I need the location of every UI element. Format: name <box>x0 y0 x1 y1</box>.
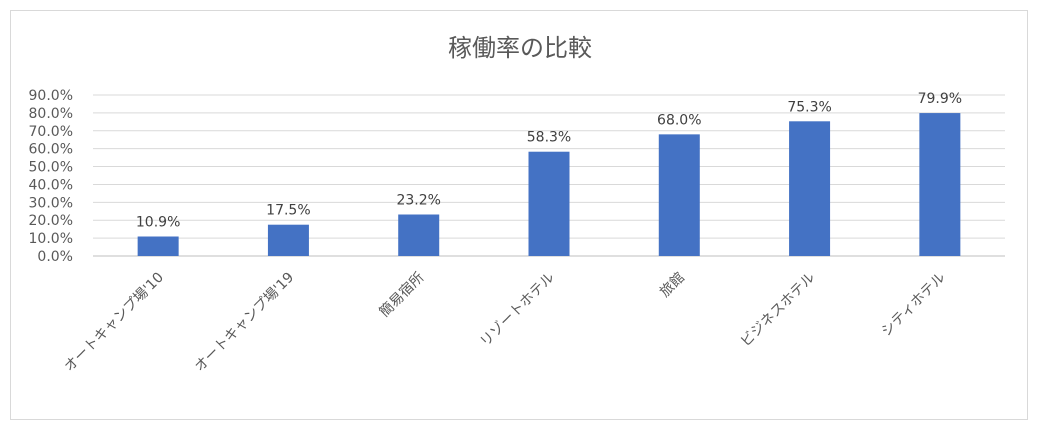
bar-chart: 稼働率の比較 0.0% 10.0% 20.0% 30.0% 40.0%50.0% 60.0… <box>29 34 1005 375</box>
chart-area: 稼働率の比較 0.0% 10.0% 20.0% 30.0% 40.0% 50.0% 60.0… <box>10 10 1028 420</box>
bar <box>398 214 440 256</box>
category-label: リゾートホテル <box>477 270 558 351</box>
category-label: 簡易宿所 <box>376 269 428 321</box>
y-tick-label: 50.0% <box>29 160 73 176</box>
data-label: 23.2% <box>396 192 440 208</box>
category-label: ビジネスホテル <box>738 270 819 351</box>
category-label: オートキャンプ場'19 <box>192 270 298 376</box>
y-tick-label: 0.0% <box>37 249 73 265</box>
y-tick-label: 20.0% <box>29 213 73 229</box>
data-label: 17.5% <box>266 203 310 219</box>
y-tick-label: 40.0% <box>29 177 73 193</box>
y-tick-label: 80.0% <box>29 106 73 122</box>
category-label: オートキャンプ場'10 <box>61 270 167 376</box>
y-tick-label: 60.0% <box>29 142 73 158</box>
data-label: 58.3% <box>527 130 571 146</box>
y-tick-label: 70.0% <box>29 124 73 140</box>
chart-title: 稼働率の比較 <box>448 34 592 62</box>
bar <box>919 113 961 256</box>
data-labels: 10.9% 17.5% 23.2% 58.3% 68.0% 75.3% 79.9% <box>136 91 962 230</box>
data-label: 68.0% <box>657 112 701 128</box>
y-tick-label: 30.0% <box>29 195 73 211</box>
x-axis-categories: オートキャンプ場'10 オートキャンプ場'19 簡易宿所 リゾートホテル 旅館 ビジネスホ… <box>61 269 948 375</box>
bar <box>137 236 179 256</box>
data-label: 79.9% <box>918 91 962 107</box>
bar <box>658 134 700 256</box>
category-label: シティホテル <box>879 270 949 340</box>
bar <box>267 224 309 256</box>
category-label: 旅館 <box>656 269 688 301</box>
bar <box>789 121 831 257</box>
data-label: 75.3% <box>787 99 831 115</box>
bar <box>528 151 570 256</box>
y-tick-label: 90.0% <box>29 88 73 104</box>
y-axis-ticks: 0.0% 10.0% 20.0% 30.0% 40.0%50.0% 60.0% 70.0% 8… <box>29 88 73 265</box>
bars <box>137 113 961 257</box>
data-label: 10.9% <box>136 215 180 231</box>
y-tick-label: 10.0% <box>29 231 73 247</box>
